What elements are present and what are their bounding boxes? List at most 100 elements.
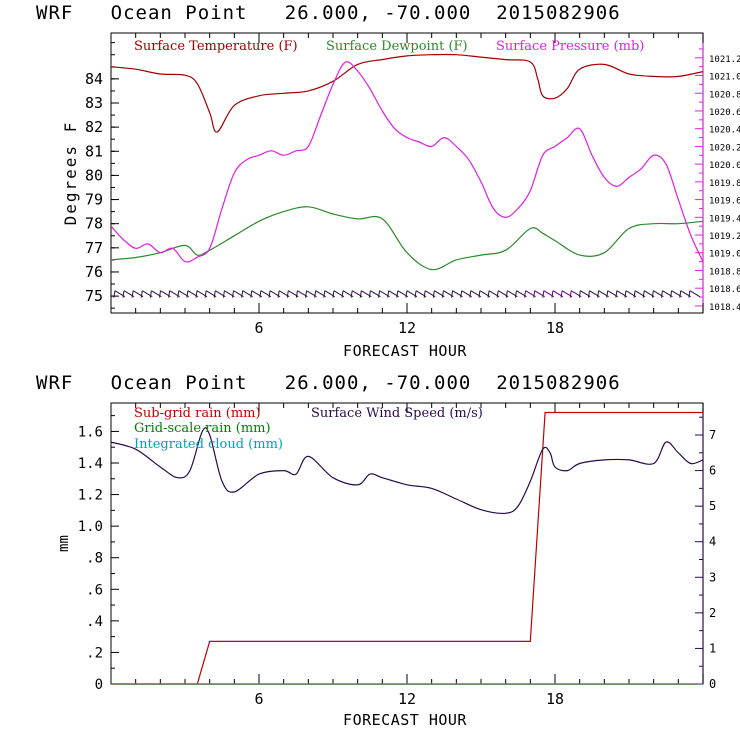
x-tick-label: 6 bbox=[254, 319, 263, 337]
x-tick-label: 6 bbox=[254, 690, 263, 708]
wind-barb-flag bbox=[469, 290, 472, 298]
legend-entry: Surface Temperature (F) bbox=[134, 39, 298, 54]
wind-barb-flag bbox=[615, 290, 618, 298]
wind-barb-flag bbox=[688, 290, 691, 298]
wind-barb-flag bbox=[387, 290, 390, 298]
y-tick-label: 1.2 bbox=[78, 488, 103, 504]
wind-barb-flag bbox=[149, 290, 152, 298]
y2-tick-label: 2 bbox=[709, 606, 716, 620]
y2-tick-label: 1018.8 bbox=[709, 267, 740, 277]
chart1-header: WRF Ocean Point 26.000, -70.000 20150829… bbox=[36, 2, 621, 24]
y2-tick-label: 1020.4 bbox=[709, 126, 740, 136]
y-tick-label: 1.4 bbox=[78, 456, 103, 472]
wind-barb-flag bbox=[159, 290, 161, 298]
legend-entry: Surface Dewpoint (F) bbox=[326, 39, 468, 54]
y-tick-label: .4 bbox=[86, 614, 103, 630]
wind-barb-flag bbox=[186, 290, 189, 298]
y2-tick-label: 1019.8 bbox=[709, 179, 740, 189]
x-tick-label: 12 bbox=[398, 690, 416, 708]
wind-barb-flag bbox=[551, 290, 554, 298]
wind-barb-flag bbox=[131, 290, 134, 298]
wind-barb-flag bbox=[213, 290, 216, 298]
wind-barb-flag bbox=[195, 290, 198, 298]
wind-barb-flag bbox=[359, 290, 362, 298]
wind-barb-flag bbox=[332, 290, 335, 298]
x-tick-label: 12 bbox=[398, 319, 416, 337]
y2-tick-label: 1019.0 bbox=[709, 250, 740, 260]
wind-barb-flag bbox=[368, 290, 371, 298]
wind-barb-flag bbox=[478, 290, 481, 298]
wind-barb-flag bbox=[679, 290, 682, 298]
wind-barb-flag bbox=[642, 290, 645, 298]
y-tick-label: 81 bbox=[85, 142, 103, 160]
y-tick-label: 84 bbox=[85, 70, 103, 88]
y-axis-label: Degrees F bbox=[61, 121, 80, 226]
legend-entry: Grid-scale rain (mm) bbox=[134, 421, 271, 436]
y2-tick-label: 1020.8 bbox=[709, 90, 740, 100]
wind-barb-flag bbox=[505, 290, 508, 298]
y2-tick-label: 0 bbox=[709, 677, 716, 691]
y2-tick-label: 4 bbox=[709, 535, 716, 549]
wind-barb-flag bbox=[597, 290, 600, 298]
wind-barb-flag bbox=[277, 290, 280, 298]
plot-frame bbox=[110, 32, 704, 314]
wind-barb-flag bbox=[651, 290, 654, 298]
legend-entry: Surface Wind Speed (m/s) bbox=[311, 406, 483, 421]
y-tick-label: 1.0 bbox=[78, 519, 103, 535]
y2-tick-label: 1021.2 bbox=[709, 55, 740, 65]
wind-barb bbox=[689, 290, 701, 298]
wind-barb-flag bbox=[341, 290, 344, 298]
wind-barb-flag bbox=[514, 290, 517, 298]
series-line-sub-grid-rain-mm bbox=[111, 411, 703, 684]
wind-barb-flag bbox=[606, 290, 609, 298]
wind-barb-flag bbox=[414, 290, 417, 298]
wind-barb-flag bbox=[533, 290, 536, 298]
y2-tick-label: 1020.6 bbox=[709, 108, 740, 118]
legend-entry: Integrated cloud (mm) bbox=[134, 437, 283, 452]
y-tick-label: 80 bbox=[85, 166, 103, 184]
y-axis-label: mm bbox=[56, 535, 72, 552]
y2-tick-label: 1021.0 bbox=[709, 73, 740, 83]
y2-tick-label: 3 bbox=[709, 570, 716, 584]
wind-barb-row bbox=[113, 290, 701, 298]
wind-barb-flag bbox=[432, 290, 435, 298]
y2-tick-label: 1020.2 bbox=[709, 143, 740, 153]
y2-tick-label: 1020.0 bbox=[709, 161, 740, 171]
y-tick-label: 75 bbox=[85, 287, 103, 305]
wind-barb-flag bbox=[487, 290, 490, 298]
y-tick-label: 78 bbox=[85, 215, 103, 233]
wind-barb-flag bbox=[177, 290, 180, 298]
wind-barb-flag bbox=[578, 290, 581, 298]
wind-barb-flag bbox=[268, 290, 271, 298]
wind-barb-flag bbox=[378, 290, 381, 298]
wind-barb-flag bbox=[423, 290, 426, 298]
wind-barb-flag bbox=[670, 290, 673, 298]
wind-barb-flag bbox=[542, 290, 545, 298]
wind-barb-flag bbox=[569, 290, 572, 298]
y-tick-label: 0 bbox=[95, 677, 103, 693]
series-line-surface-wind-speed-m-s bbox=[111, 427, 703, 515]
wind-barb-flag bbox=[305, 290, 308, 298]
wind-barb-flag bbox=[441, 290, 444, 298]
wind-barb-flag bbox=[250, 290, 253, 298]
y-tick-label: 77 bbox=[85, 239, 103, 257]
y-tick-label: 1.6 bbox=[78, 424, 103, 440]
wind-barb-flag bbox=[460, 290, 463, 298]
wind-barb-flag bbox=[140, 290, 143, 298]
wind-barb-flag bbox=[286, 290, 289, 298]
wind-barb-flag bbox=[295, 290, 298, 298]
y2-tick-label: 1 bbox=[709, 641, 716, 655]
wind-barb-flag bbox=[168, 290, 171, 298]
wind-barb-flag bbox=[496, 290, 499, 298]
wind-barb-flag bbox=[350, 290, 353, 298]
series-line-surface-pressure-mb bbox=[111, 61, 703, 263]
wind-barb-flag bbox=[633, 290, 636, 298]
x-tick-label: 18 bbox=[546, 319, 564, 337]
y-tick-label: 82 bbox=[85, 118, 103, 136]
wind-barb-flag bbox=[222, 290, 225, 298]
wind-barb-flag bbox=[560, 290, 563, 298]
wind-barb-flag bbox=[323, 290, 326, 298]
series-line-surface-temperature-f bbox=[111, 53, 703, 133]
